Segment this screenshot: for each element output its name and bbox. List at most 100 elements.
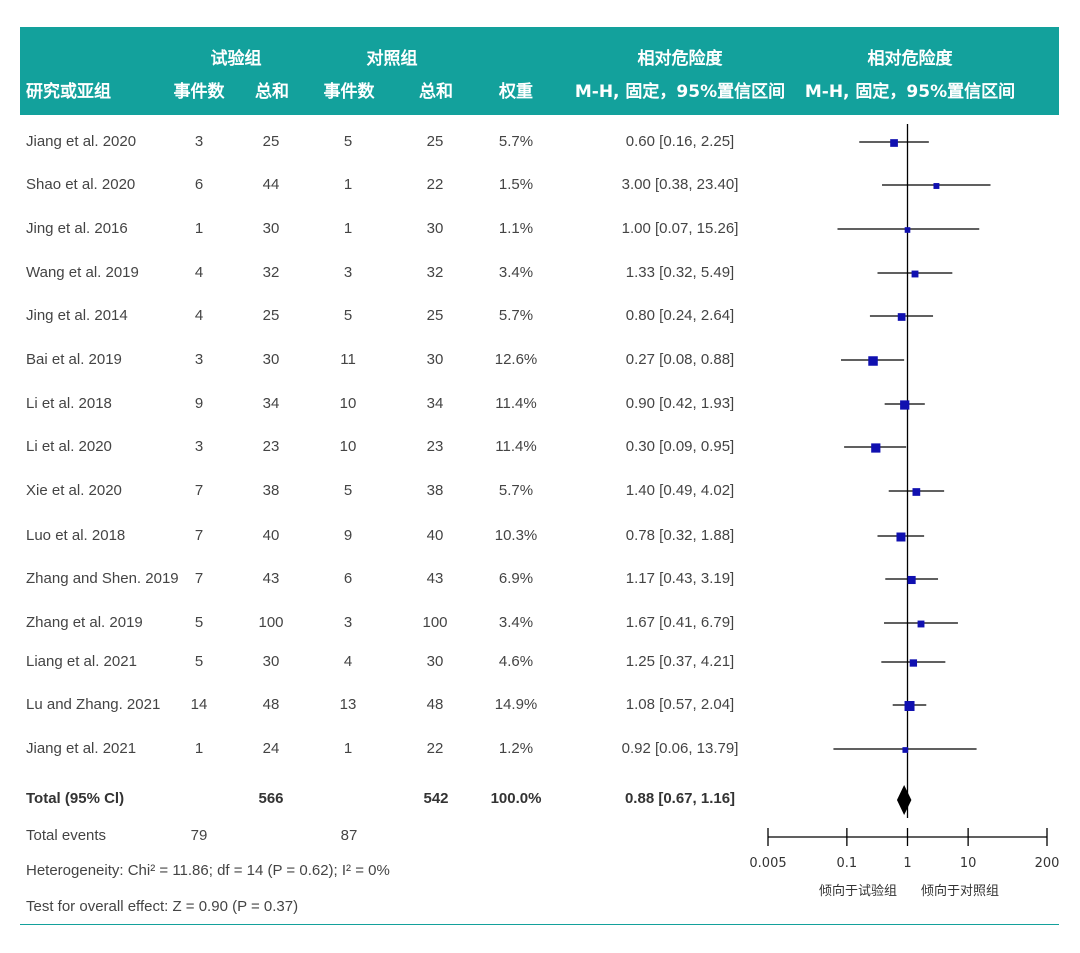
ctrl-events: 13 — [339, 696, 357, 713]
total-label: Total (95% Cl) — [26, 790, 125, 807]
study-name: Jiang et al. 2020 — [26, 133, 137, 150]
total-weight: 100.0% — [490, 790, 542, 807]
effect-marker — [868, 356, 878, 366]
exp-events: 14 — [190, 696, 208, 713]
effect-marker — [917, 620, 925, 628]
exp-events: 1 — [194, 220, 204, 237]
ctrl-total: 40 — [426, 527, 444, 544]
rr-ci-value: 1.25 [0.37, 4.21] — [625, 653, 735, 670]
ctrl-total: 23 — [426, 438, 444, 455]
effect-marker — [907, 575, 916, 585]
exp-total: 43 — [262, 570, 280, 587]
exp-total: 30 — [262, 220, 280, 237]
exp-events: 7 — [194, 570, 204, 587]
rr-heading-2: 相对危险度 — [867, 49, 953, 69]
rr-ci-value: 0.60 [0.16, 2.25] — [625, 133, 735, 150]
study-name: Li et al. 2020 — [26, 438, 112, 455]
exp-total: 38 — [262, 482, 280, 499]
weight-value: 5.7% — [498, 307, 534, 324]
exp-events: 6 — [194, 176, 204, 193]
weight-value: 11.4% — [495, 438, 537, 455]
exp-events: 3 — [194, 438, 204, 455]
rr-ci-value: 0.30 [0.09, 0.95] — [625, 438, 735, 455]
effect-marker — [912, 488, 921, 496]
exp-total: 100 — [258, 614, 284, 631]
exp-events: 5 — [194, 614, 204, 631]
exp-events: 4 — [194, 264, 204, 281]
total-ctrl: 542 — [423, 790, 449, 807]
ctrl-total: 22 — [426, 740, 444, 757]
x-tick-label: 200 — [1035, 856, 1060, 871]
weight-value: 5.7% — [498, 482, 534, 499]
rr-ci-value: 0.80 [0.24, 2.64] — [625, 307, 735, 324]
rr-ci-value: 1.08 [0.57, 2.04] — [625, 696, 735, 713]
study-name: Jing et al. 2014 — [26, 307, 128, 324]
effect-marker — [900, 400, 910, 410]
exp-total: 44 — [262, 176, 280, 193]
exp-total: 25 — [262, 133, 280, 150]
col-study: 研究或亚组 — [26, 82, 111, 102]
ctrl-events: 1 — [343, 176, 353, 193]
exp-total: 23 — [262, 438, 280, 455]
study-name: Liang et al. 2021 — [26, 653, 137, 670]
effect-marker — [911, 270, 919, 278]
effect-marker — [871, 443, 881, 453]
col-ctrl-total: 总和 — [419, 82, 453, 102]
effect-marker — [933, 183, 940, 189]
ctrl-events: 6 — [343, 570, 353, 587]
x-tick-label: 1 — [903, 856, 911, 871]
weight-value: 1.5% — [498, 176, 534, 193]
study-name: Zhang et al. 2019 — [26, 614, 143, 631]
ctrl-total: 30 — [426, 351, 444, 368]
rr-heading-1: 相对危险度 — [637, 49, 723, 69]
effect-marker — [909, 659, 918, 667]
x-tick-label: 0.1 — [837, 856, 858, 871]
ctrl-total: 30 — [426, 220, 444, 237]
effect-marker — [904, 701, 915, 711]
group-ctrl-heading: 对照组 — [366, 49, 418, 69]
rr-ci-value: 0.92 [0.06, 13.79] — [621, 740, 739, 757]
total-events-label: Total events — [26, 827, 107, 844]
exp-total: 40 — [262, 527, 280, 544]
ctrl-events: 1 — [343, 740, 353, 757]
ctrl-events: 11 — [340, 351, 356, 368]
total-ci: 0.88 [0.67, 1.16] — [624, 790, 736, 807]
weight-value: 5.7% — [498, 133, 534, 150]
effect-marker — [902, 747, 909, 753]
col-weight: 权重 — [499, 82, 533, 102]
effect-marker — [904, 227, 911, 233]
rr-ci-value: 1.00 [0.07, 15.26] — [621, 220, 739, 237]
ctrl-events: 10 — [339, 438, 357, 455]
rr-ci-value: 1.33 [0.32, 5.49] — [625, 264, 735, 281]
ctrl-events: 1 — [343, 220, 353, 237]
exp-total: 32 — [262, 264, 280, 281]
total-events-ctrl: 87 — [340, 827, 358, 844]
weight-value: 3.4% — [498, 264, 534, 281]
study-name: Shao et al. 2020 — [26, 176, 136, 193]
exp-events: 4 — [194, 307, 204, 324]
rr-ci-value: 0.90 [0.42, 1.93] — [625, 395, 735, 412]
exp-events: 9 — [194, 395, 204, 412]
weight-value: 12.6% — [494, 351, 538, 368]
exp-events: 7 — [194, 482, 204, 499]
exp-total: 24 — [262, 740, 280, 757]
col-exp-events: 事件数 — [173, 82, 225, 102]
weight-value: 6.9% — [498, 570, 534, 587]
exp-total: 30 — [262, 653, 280, 670]
exp-events: 5 — [194, 653, 204, 670]
total-exp: 566 — [258, 790, 284, 807]
col-method-2: M-H, 固定，95%置信区间 — [804, 82, 1016, 102]
ctrl-events: 9 — [343, 527, 353, 544]
exp-events: 1 — [194, 740, 204, 757]
overall-effect-text: Test for overall effect: Z = 0.90 (P = 0… — [26, 898, 299, 915]
ctrl-total: 34 — [426, 395, 444, 412]
favours-control-label: 倾向于对照组 — [921, 883, 999, 899]
effect-marker — [890, 139, 898, 147]
ctrl-events: 3 — [343, 264, 353, 281]
weight-value: 10.3% — [494, 527, 538, 544]
rr-ci-value: 3.00 [0.38, 23.40] — [621, 176, 739, 193]
favours-experimental-label: 倾向于试验组 — [819, 883, 897, 899]
ctrl-total: 43 — [426, 570, 444, 587]
weight-value: 1.2% — [498, 740, 534, 757]
